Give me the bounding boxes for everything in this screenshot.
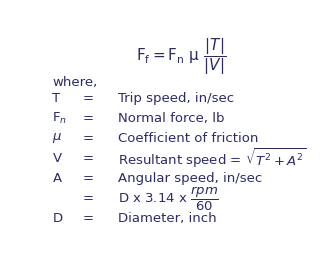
Text: Resultant speed = $\sqrt{T^2 + A^2}$: Resultant speed = $\sqrt{T^2 + A^2}$ bbox=[118, 146, 307, 170]
Text: =: = bbox=[83, 172, 94, 185]
Text: Normal force, lb: Normal force, lb bbox=[118, 112, 225, 125]
Text: $\mathrm{F_f = F_n\ \mu}\ \dfrac{|T|}{|V|}$: $\mathrm{F_f = F_n\ \mu}\ \dfrac{|T|}{|V… bbox=[136, 36, 227, 77]
Text: Diameter, inch: Diameter, inch bbox=[118, 212, 217, 225]
Text: D x 3.14 x $\dfrac{rpm}{60}$: D x 3.14 x $\dfrac{rpm}{60}$ bbox=[118, 185, 219, 213]
Text: Angular speed, in/sec: Angular speed, in/sec bbox=[118, 172, 262, 185]
Text: T: T bbox=[52, 92, 60, 105]
Text: A: A bbox=[52, 172, 61, 185]
Text: =: = bbox=[83, 192, 94, 205]
Text: =: = bbox=[83, 152, 94, 165]
Text: =: = bbox=[83, 132, 94, 145]
Text: Coefficient of friction: Coefficient of friction bbox=[118, 132, 259, 145]
Text: D: D bbox=[52, 212, 62, 225]
Text: =: = bbox=[83, 212, 94, 225]
Text: F$_n$: F$_n$ bbox=[52, 111, 68, 126]
Text: =: = bbox=[83, 112, 94, 125]
Text: where,: where, bbox=[52, 76, 98, 88]
Text: $\mu$: $\mu$ bbox=[52, 131, 62, 145]
Text: =: = bbox=[83, 92, 94, 105]
Text: V: V bbox=[52, 152, 61, 165]
Text: Trip speed, in/sec: Trip speed, in/sec bbox=[118, 92, 234, 105]
